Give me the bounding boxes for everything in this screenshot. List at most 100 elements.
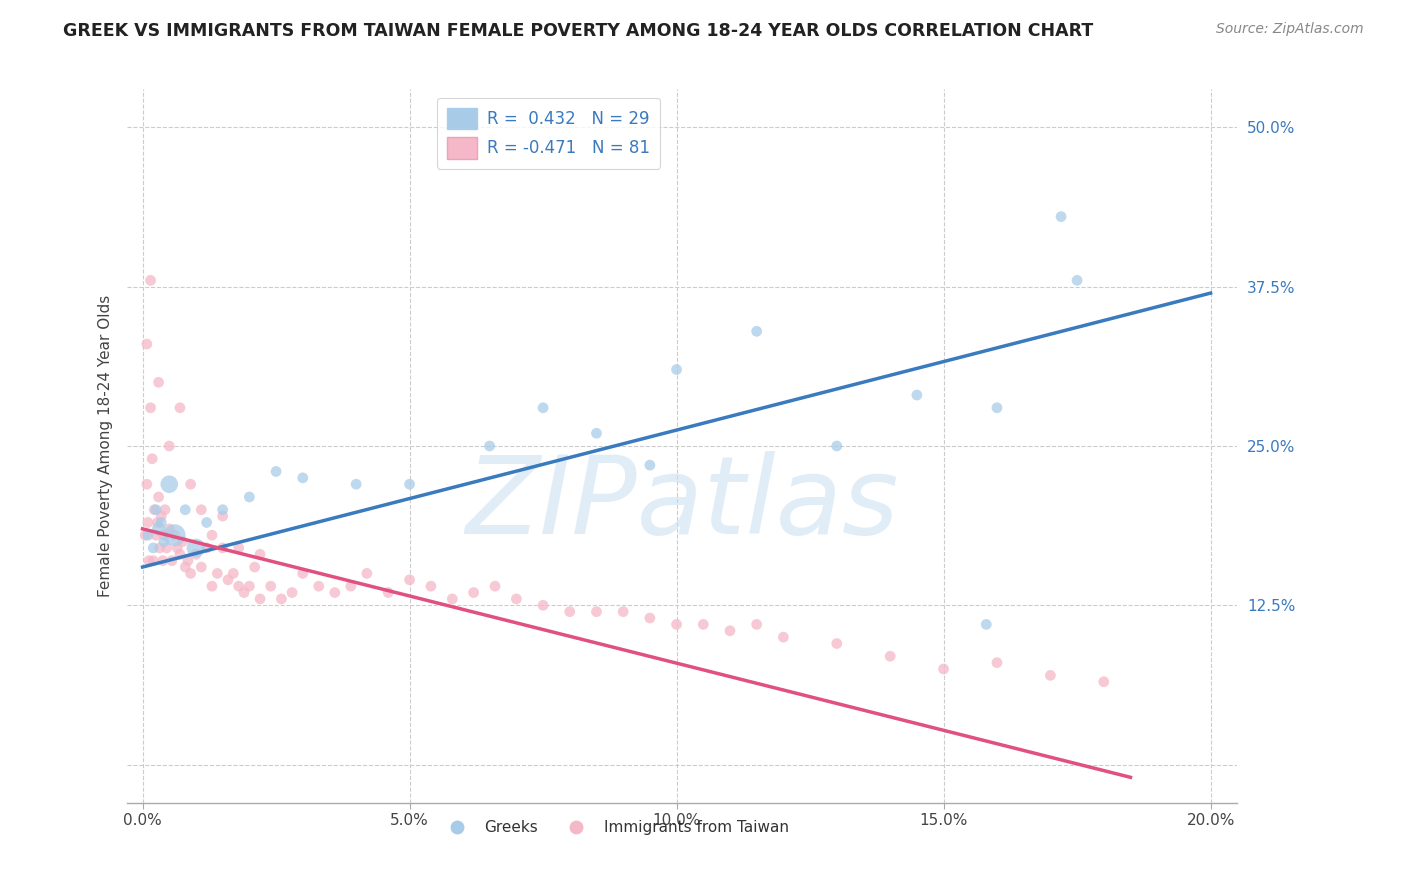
Point	[211, 541, 233, 555]
Point	[398, 477, 420, 491]
Legend: Greeks, Immigrants from Taiwan: Greeks, Immigrants from Taiwan	[436, 814, 794, 841]
Point	[356, 566, 378, 581]
Point	[211, 509, 233, 524]
Point	[148, 490, 170, 504]
Point	[155, 541, 177, 555]
Point	[825, 636, 848, 650]
Point	[163, 528, 186, 542]
Point	[135, 477, 157, 491]
Point	[145, 502, 167, 516]
Point	[153, 502, 176, 516]
Point	[136, 528, 159, 542]
Point	[463, 585, 485, 599]
Point	[344, 477, 367, 491]
Point	[136, 516, 159, 530]
Point	[201, 528, 224, 542]
Point	[184, 547, 207, 561]
Point	[138, 554, 160, 568]
Point	[419, 579, 441, 593]
Point	[143, 502, 166, 516]
Point	[665, 617, 688, 632]
Point	[172, 534, 194, 549]
Point	[281, 585, 304, 599]
Point	[249, 547, 271, 561]
Point	[745, 617, 768, 632]
Point	[184, 541, 207, 555]
Point	[249, 591, 271, 606]
Point	[177, 554, 200, 568]
Point	[150, 509, 173, 524]
Point	[291, 471, 314, 485]
Point	[772, 630, 794, 644]
Point	[146, 516, 169, 530]
Point	[142, 541, 165, 555]
Point	[150, 516, 173, 530]
Point	[879, 649, 901, 664]
Point	[585, 605, 607, 619]
Point	[441, 591, 464, 606]
Point	[190, 502, 212, 516]
Point	[190, 560, 212, 574]
Point	[692, 617, 714, 632]
Point	[153, 534, 176, 549]
Point	[1066, 273, 1088, 287]
Point	[340, 579, 363, 593]
Point	[201, 579, 224, 593]
Point	[243, 560, 266, 574]
Point	[986, 401, 1008, 415]
Point	[195, 541, 218, 555]
Text: GREEK VS IMMIGRANTS FROM TAIWAN FEMALE POVERTY AMONG 18-24 YEAR OLDS CORRELATION: GREEK VS IMMIGRANTS FROM TAIWAN FEMALE P…	[63, 22, 1094, 40]
Point	[174, 502, 197, 516]
Point	[398, 573, 420, 587]
Point	[638, 458, 661, 472]
Point	[180, 477, 202, 491]
Point	[157, 522, 180, 536]
Point	[484, 579, 506, 593]
Point	[195, 516, 218, 530]
Point	[152, 554, 174, 568]
Point	[238, 579, 260, 593]
Point	[139, 273, 162, 287]
Point	[139, 401, 162, 415]
Point	[323, 585, 346, 599]
Point	[270, 591, 292, 606]
Point	[207, 566, 229, 581]
Point	[505, 591, 527, 606]
Point	[825, 439, 848, 453]
Point	[1039, 668, 1062, 682]
Point	[141, 451, 163, 466]
Point	[558, 605, 581, 619]
Point	[180, 566, 202, 581]
Point	[142, 554, 165, 568]
Point	[974, 617, 997, 632]
Point	[986, 656, 1008, 670]
Point	[638, 611, 661, 625]
Point	[531, 599, 554, 613]
Point	[222, 566, 245, 581]
Point	[169, 401, 191, 415]
Point	[160, 554, 183, 568]
Point	[665, 362, 688, 376]
Point	[211, 502, 233, 516]
Point	[718, 624, 741, 638]
Point	[157, 477, 180, 491]
Text: ZIPatlas: ZIPatlas	[465, 450, 898, 556]
Point	[1092, 674, 1115, 689]
Point	[134, 528, 156, 542]
Point	[148, 522, 170, 536]
Point	[308, 579, 330, 593]
Point	[228, 541, 250, 555]
Point	[260, 579, 283, 593]
Point	[238, 490, 260, 504]
Point	[932, 662, 955, 676]
Y-axis label: Female Poverty Among 18-24 Year Olds: Female Poverty Among 18-24 Year Olds	[97, 295, 112, 597]
Point	[157, 439, 180, 453]
Point	[291, 566, 314, 581]
Point	[478, 439, 501, 453]
Point	[612, 605, 634, 619]
Point	[153, 528, 176, 542]
Point	[169, 547, 191, 561]
Point	[377, 585, 399, 599]
Point	[228, 579, 250, 593]
Point	[217, 573, 239, 587]
